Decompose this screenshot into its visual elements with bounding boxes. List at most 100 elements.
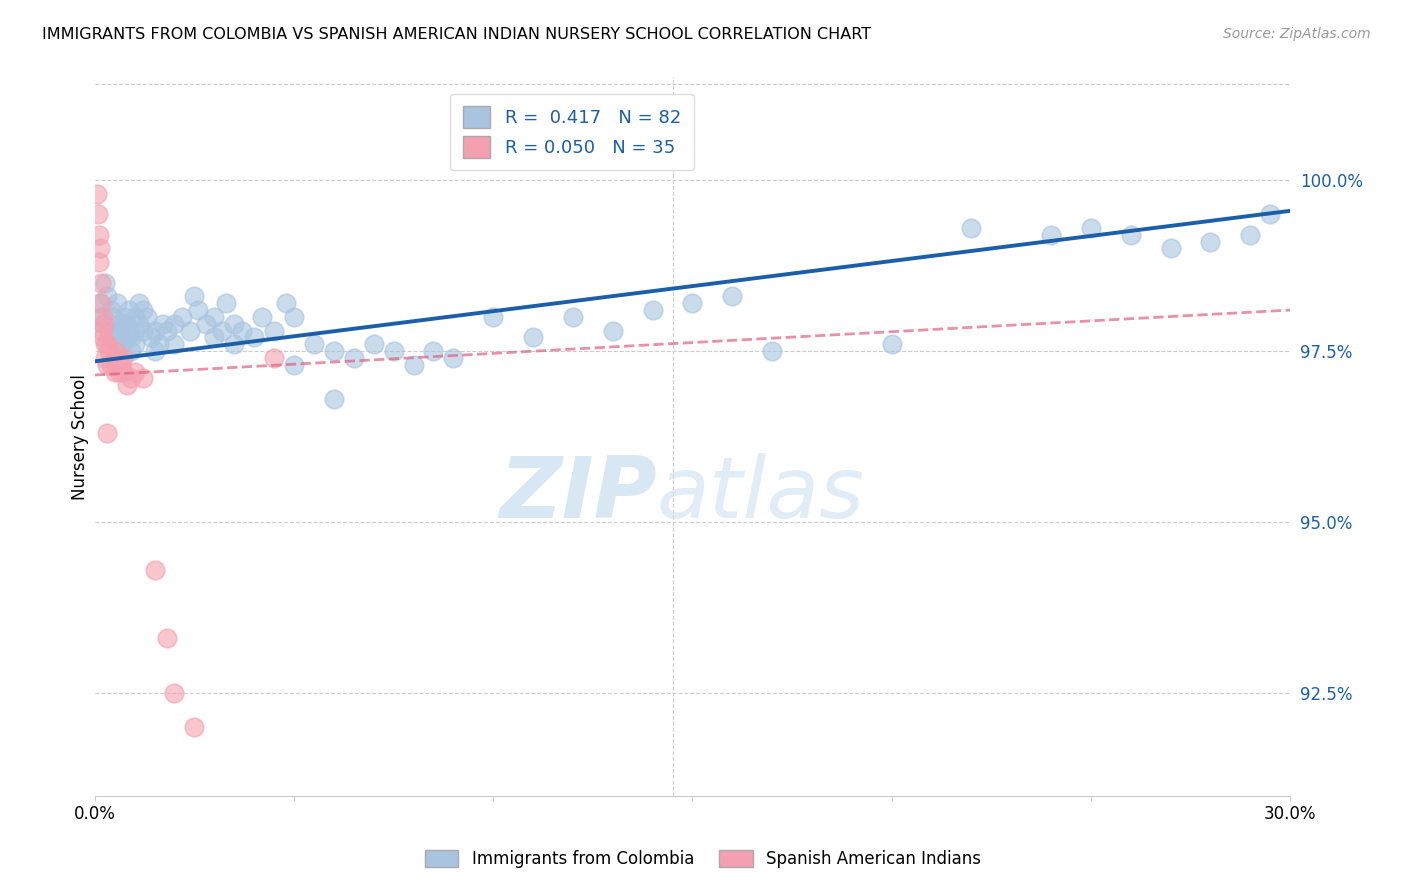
- Point: [100, 358, 122, 372]
- Point: [139, 330, 162, 344]
- Point: [187, 303, 209, 318]
- Point: [880, 337, 903, 351]
- Point: [101, 351, 124, 365]
- Point: [522, 330, 544, 344]
- Point: [115, 378, 138, 392]
- Point: [155, 324, 177, 338]
- Point: [87, 227, 110, 242]
- Point: [96, 358, 118, 372]
- Point: [101, 310, 124, 324]
- Point: [96, 289, 118, 303]
- Point: [263, 324, 285, 338]
- Point: [97, 330, 120, 344]
- Point: [124, 324, 146, 338]
- Text: ZIP: ZIP: [499, 452, 657, 535]
- Point: [111, 317, 134, 331]
- Point: [135, 310, 157, 324]
- Point: [104, 344, 127, 359]
- Point: [243, 330, 266, 344]
- Text: IMMIGRANTS FROM COLOMBIA VS SPANISH AMERICAN INDIAN NURSERY SCHOOL CORRELATION C: IMMIGRANTS FROM COLOMBIA VS SPANISH AMER…: [42, 27, 872, 42]
- Point: [104, 344, 127, 359]
- Point: [224, 317, 246, 331]
- Point: [283, 358, 305, 372]
- Point: [124, 365, 146, 379]
- Point: [110, 324, 132, 338]
- Point: [94, 276, 117, 290]
- Point: [1239, 227, 1261, 242]
- Point: [90, 276, 112, 290]
- Text: Source: ZipAtlas.com: Source: ZipAtlas.com: [1223, 27, 1371, 41]
- Point: [143, 563, 166, 577]
- Point: [110, 358, 132, 372]
- Point: [960, 221, 983, 235]
- Point: [91, 317, 114, 331]
- Point: [602, 324, 624, 338]
- Point: [94, 337, 117, 351]
- Point: [94, 351, 117, 365]
- Point: [761, 344, 783, 359]
- Point: [120, 344, 142, 359]
- Point: [561, 310, 583, 324]
- Point: [104, 365, 127, 379]
- Point: [231, 324, 253, 338]
- Point: [195, 317, 218, 331]
- Point: [111, 351, 134, 365]
- Point: [107, 317, 129, 331]
- Point: [1040, 227, 1063, 242]
- Point: [343, 351, 366, 365]
- Point: [163, 337, 186, 351]
- Legend: Immigrants from Colombia, Spanish American Indians: Immigrants from Colombia, Spanish Americ…: [419, 843, 987, 875]
- Point: [363, 337, 385, 351]
- Point: [215, 296, 238, 310]
- Point: [183, 720, 205, 734]
- Point: [183, 289, 205, 303]
- Point: [91, 330, 114, 344]
- Point: [87, 296, 110, 310]
- Legend: R =  0.417   N = 82, R = 0.050   N = 35: R = 0.417 N = 82, R = 0.050 N = 35: [450, 94, 693, 170]
- Point: [143, 324, 166, 338]
- Point: [100, 303, 122, 318]
- Point: [91, 324, 114, 338]
- Point: [721, 289, 744, 303]
- Point: [96, 337, 118, 351]
- Point: [143, 344, 166, 359]
- Point: [107, 365, 129, 379]
- Point: [682, 296, 704, 310]
- Point: [641, 303, 664, 318]
- Point: [155, 632, 177, 646]
- Point: [97, 344, 120, 359]
- Point: [115, 330, 138, 344]
- Point: [90, 296, 112, 310]
- Point: [322, 392, 344, 406]
- Point: [402, 358, 425, 372]
- Point: [441, 351, 464, 365]
- Point: [124, 310, 146, 324]
- Point: [224, 337, 246, 351]
- Point: [131, 324, 153, 338]
- Point: [1160, 242, 1182, 256]
- Point: [118, 303, 141, 318]
- Point: [163, 317, 186, 331]
- Point: [128, 317, 150, 331]
- Text: atlas: atlas: [657, 452, 865, 535]
- Point: [104, 324, 127, 338]
- Point: [111, 365, 134, 379]
- Point: [96, 426, 118, 441]
- Point: [172, 310, 194, 324]
- Point: [163, 686, 186, 700]
- Point: [152, 317, 174, 331]
- Point: [1119, 227, 1142, 242]
- Point: [128, 296, 150, 310]
- Point: [93, 317, 115, 331]
- Point: [1080, 221, 1102, 235]
- Point: [148, 337, 170, 351]
- Point: [283, 310, 305, 324]
- Point: [302, 337, 325, 351]
- Point: [105, 296, 128, 310]
- Point: [124, 337, 146, 351]
- Point: [1258, 207, 1281, 221]
- Point: [382, 344, 405, 359]
- Point: [422, 344, 444, 359]
- Point: [87, 255, 110, 269]
- Point: [114, 310, 136, 324]
